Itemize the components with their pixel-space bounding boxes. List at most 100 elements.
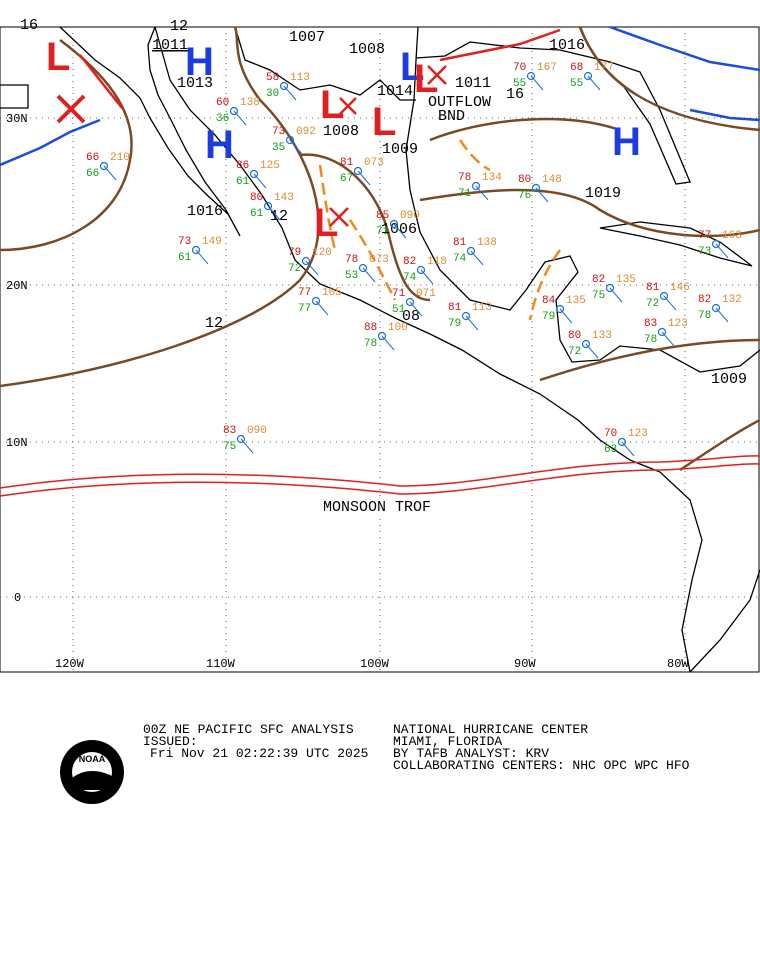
station-temp: 58 [266, 72, 279, 84]
footer-text: COLLABORATING CENTERS: NHC OPC WPC HFO [393, 758, 690, 773]
cuba [599, 221, 753, 267]
station-dewpoint: 72 [646, 298, 659, 310]
station-circle [531, 183, 541, 193]
station-circle [711, 303, 721, 313]
station-circle [471, 181, 481, 191]
wind-barb [283, 85, 297, 101]
isobar-label: 12 [170, 18, 188, 35]
wind-barb [663, 295, 677, 311]
wind-barb [253, 173, 267, 189]
lat-label: 30N [6, 112, 28, 126]
station-pressure: 148 [542, 174, 562, 186]
station-pressure: 135 [616, 274, 636, 286]
wind-barb [661, 331, 675, 347]
station-circle [311, 296, 321, 306]
low-center: L [414, 57, 438, 101]
isobar-label: 1009 [382, 141, 418, 158]
trough-line [0, 463, 760, 497]
high-center: H [612, 120, 641, 164]
isobar [539, 338, 760, 382]
high-center: H [185, 40, 214, 84]
station-pressure: 118 [427, 256, 447, 268]
station-dewpoint: 61 [250, 208, 264, 220]
isobar-label: 16 [506, 86, 524, 103]
station-pressure: 123 [628, 428, 648, 440]
map-frame: 30N 20N 10N 0 120W 110W 100W 90W 80W 16 … [0, 17, 760, 673]
wind-barb [475, 185, 489, 201]
station-temp: 77 [298, 287, 311, 299]
wind-barb [393, 223, 407, 239]
isobar-labels: 16 12 1011 1007 1008 1016 1013 1014 1011… [20, 17, 747, 388]
footer-text: Fri Nov 21 02:22:39 UTC 2025 [150, 746, 368, 761]
station-pressure: 210 [110, 152, 130, 164]
isobar-label: 1016 [187, 203, 223, 220]
station-dewpoint: 75 [592, 290, 605, 302]
high-center: H [205, 123, 234, 167]
wind-barb [381, 335, 395, 351]
station-dewpoint: 71 [376, 226, 390, 238]
station-temp: 70 [513, 62, 526, 74]
annotation: MONSOON TROF [323, 499, 431, 516]
station-temp: 82 [592, 274, 605, 286]
station-pressure: 120 [312, 247, 332, 259]
wind-barb [240, 438, 254, 454]
station-dewpoint: 79 [448, 318, 461, 330]
label-backdrop [320, 498, 460, 514]
station-circle [581, 339, 591, 349]
station-circle [236, 434, 246, 444]
station-circle [229, 106, 239, 116]
station-circle [605, 283, 615, 293]
wind-barb [559, 308, 573, 324]
station-temp: 80 [518, 174, 531, 186]
station-pressure: 090 [247, 425, 267, 437]
isobar-label: 1008 [349, 41, 385, 58]
station-pressure: 105 [322, 287, 342, 299]
station-circle [358, 263, 368, 273]
wind-barb [470, 250, 484, 266]
lat-label: 10N [6, 436, 28, 450]
monsoon-trough [0, 455, 760, 497]
station-dewpoint: 55 [513, 78, 526, 90]
cold-front [0, 118, 101, 167]
cross [427, 65, 447, 85]
low-center: L [320, 83, 344, 127]
low-center: L [372, 100, 396, 144]
lat-label: 0 [14, 591, 21, 605]
station-circle [389, 219, 399, 229]
low-center: L [46, 35, 70, 79]
footer-text: ISSUED: [143, 734, 198, 749]
annotation: OUTFLOW [428, 94, 491, 111]
wind-barb [362, 267, 376, 283]
station-dewpoint: 51 [392, 304, 406, 316]
wind-barb [715, 243, 729, 259]
station-temp: 83 [644, 318, 657, 330]
station-circle [711, 239, 721, 249]
station-dewpoint: 71 [458, 188, 472, 200]
gulf-coast [405, 26, 760, 373]
station-circle [461, 311, 471, 321]
station-pressure: 113 [472, 302, 492, 314]
station-dewpoint: 66 [86, 168, 99, 180]
station-pressure: 146 [670, 282, 690, 294]
station-dewpoint: 76 [518, 190, 531, 202]
isobar-label: 1011 [152, 37, 188, 54]
station-dewpoint: 67 [340, 173, 353, 185]
isobar [0, 39, 133, 252]
inset-box [0, 84, 29, 109]
wind-barb [103, 165, 117, 181]
isobar-label: 1009 [711, 371, 747, 388]
station-pressure: 123 [668, 318, 688, 330]
station-temp: 71 [392, 288, 406, 300]
lon-label: 100W [360, 657, 390, 671]
annotation: BND [438, 108, 465, 125]
station-temp: 68 [570, 62, 583, 74]
station-temp: 78 [458, 172, 471, 184]
station-dewpoint: 77 [298, 303, 311, 315]
station-temp: 82 [698, 294, 711, 306]
trough [318, 164, 337, 251]
station-temp: 73 [178, 236, 191, 248]
trough-line [0, 455, 760, 489]
station-circle [249, 169, 259, 179]
station-temp: 86 [236, 160, 249, 172]
